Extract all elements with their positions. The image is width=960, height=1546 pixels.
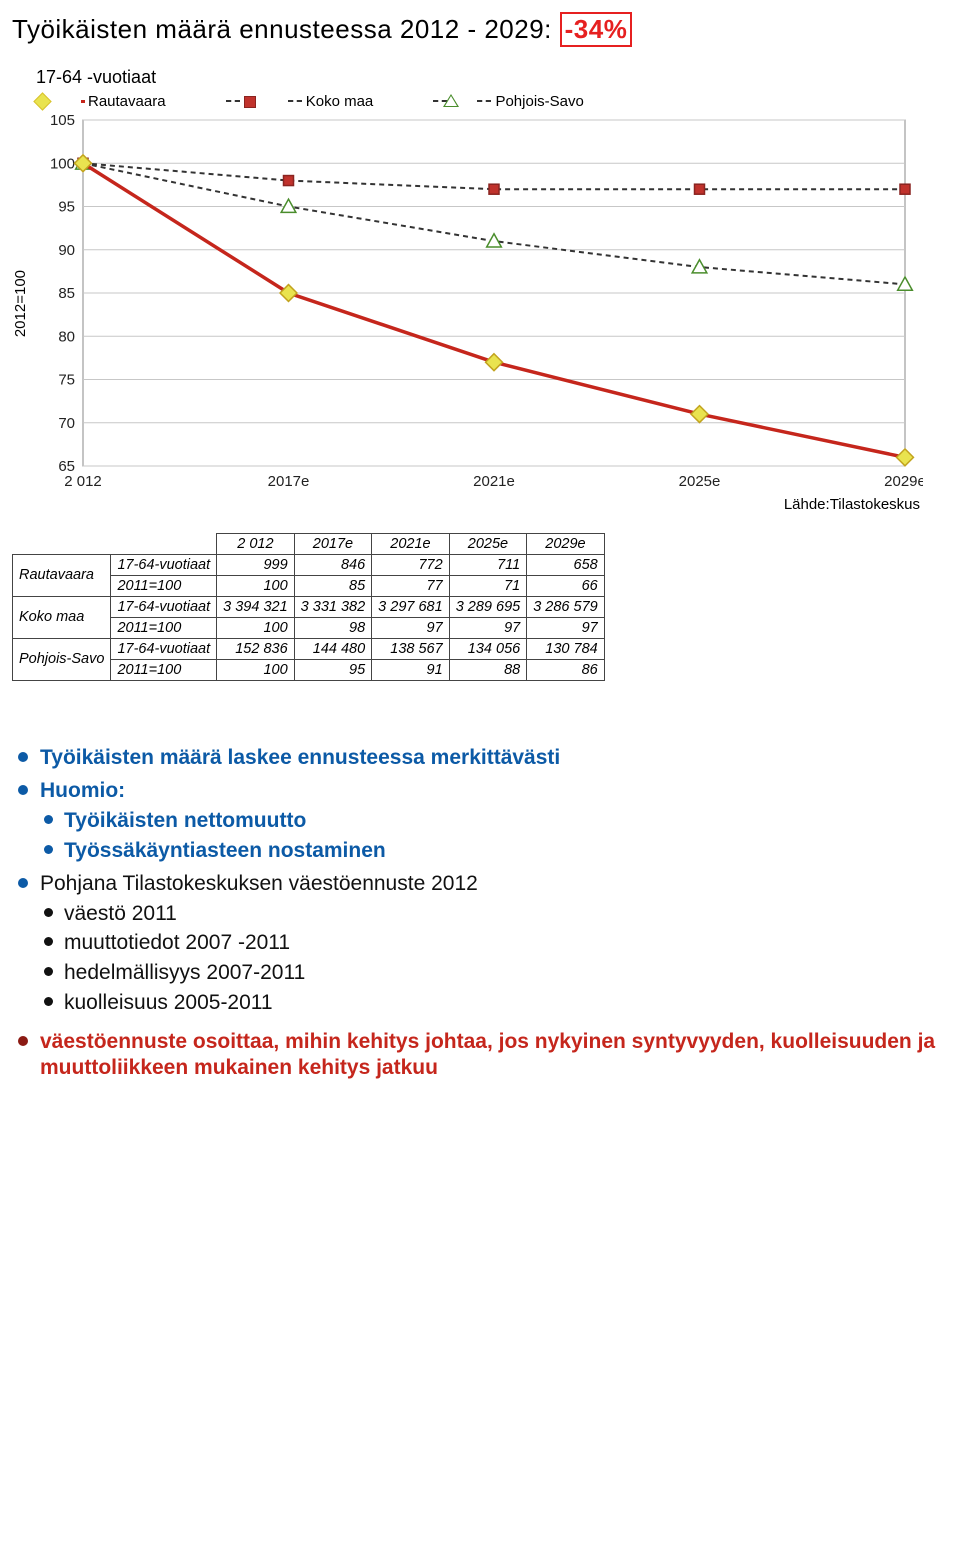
- data-table: 2 0122017e2021e2025e2029eRautavaara17-64…: [12, 533, 605, 681]
- triangle-icon: [451, 95, 463, 107]
- svg-text:2029e: 2029e: [884, 473, 923, 490]
- table-col-header: 2021e: [372, 533, 450, 554]
- svg-text:2 012: 2 012: [64, 473, 102, 490]
- table-cell: 152 836: [217, 638, 295, 659]
- svg-text:75: 75: [58, 371, 75, 388]
- table-cell: 846: [294, 554, 372, 575]
- page-title: Työikäisten määrä ennusteessa 2012 - 202…: [12, 12, 948, 47]
- chart-area: 2012=100 657075808590951001052 0122017e2…: [12, 114, 948, 494]
- table-cell: 3 289 695: [449, 596, 527, 617]
- table-cell: 95: [294, 659, 372, 680]
- svg-text:90: 90: [58, 242, 75, 259]
- lower-bullets: Työikäisten määrä laskee ennusteessa mer…: [12, 737, 948, 1089]
- data-table-wrap: 2 0122017e2021e2025e2029eRautavaara17-64…: [12, 533, 948, 681]
- legend-item-kokomaa: Koko maa: [226, 92, 402, 110]
- table-cell: 86: [527, 659, 605, 680]
- bullet-4: väestöennuste osoittaa, mihin kehitys jo…: [12, 1029, 948, 1080]
- legend-item-rautavaara: Rautavaara: [36, 92, 194, 110]
- table-row-label: 17-64-vuotiaat: [111, 554, 217, 575]
- chart-source: Lähde:Tilastokeskus: [12, 496, 948, 513]
- table-cell: 88: [449, 659, 527, 680]
- bullet-2: Huomio: Työikäisten nettomuutto Työssäkä…: [12, 778, 948, 863]
- table-cell: 772: [372, 554, 450, 575]
- svg-text:2025e: 2025e: [679, 473, 721, 490]
- svg-text:70: 70: [58, 415, 75, 432]
- table-cell: 130 784: [527, 638, 605, 659]
- table-region: Pohjois-Savo: [13, 638, 111, 680]
- line-chart: 657075808590951001052 0122017e2021e2025e…: [33, 114, 923, 494]
- svg-text:105: 105: [50, 114, 75, 129]
- table-col-header: 2 012: [217, 533, 295, 554]
- table-cell: 97: [372, 617, 450, 638]
- table-cell: 71: [449, 575, 527, 596]
- svg-text:2017e: 2017e: [268, 473, 310, 490]
- svg-text:2021e: 2021e: [473, 473, 515, 490]
- table-cell: 97: [449, 617, 527, 638]
- table-row-label: 17-64-vuotiaat: [111, 596, 217, 617]
- bullet-3-sub-2: muuttotiedot 2007 -2011: [40, 930, 948, 956]
- square-icon: [244, 93, 284, 110]
- bullet-3-sub-1: väestö 2011: [40, 901, 948, 927]
- table-cell: 711: [449, 554, 527, 575]
- legend-item-pohjoissavo: Pohjois-Savo: [433, 92, 611, 110]
- table-cell: 3 286 579: [527, 596, 605, 617]
- table-row-label: 2011=100: [111, 617, 217, 638]
- title-percent: -34%: [560, 12, 633, 47]
- chart-block: 17-64 -vuotiaat Rautavaara Koko maa Pohj…: [12, 65, 948, 521]
- table-cell: 134 056: [449, 638, 527, 659]
- diamond-icon: [36, 93, 77, 110]
- table-cell: 658: [527, 554, 605, 575]
- table-cell: 3 297 681: [372, 596, 450, 617]
- bullet-2-sub-1: Työikäisten nettomuutto: [40, 808, 948, 834]
- table-cell: 999: [217, 554, 295, 575]
- table-region: Rautavaara: [13, 554, 111, 596]
- table-cell: 100: [217, 617, 295, 638]
- table-cell: 3 331 382: [294, 596, 372, 617]
- svg-text:100: 100: [50, 155, 75, 172]
- svg-text:95: 95: [58, 198, 75, 215]
- table-col-header: 2017e: [294, 533, 372, 554]
- table-row-label: 2011=100: [111, 659, 217, 680]
- table-row-label: 2011=100: [111, 575, 217, 596]
- chart-legend: Rautavaara Koko maa Pohjois-Savo: [36, 92, 948, 110]
- table-cell: 91: [372, 659, 450, 680]
- table-cell: 77: [372, 575, 450, 596]
- table-cell: 144 480: [294, 638, 372, 659]
- table-cell: 85: [294, 575, 372, 596]
- table-cell: 98: [294, 617, 372, 638]
- svg-text:85: 85: [58, 285, 75, 302]
- table-col-header: 2029e: [527, 533, 605, 554]
- table-row-label: 17-64-vuotiaat: [111, 638, 217, 659]
- table-region: Koko maa: [13, 596, 111, 638]
- table-col-header: 2025e: [449, 533, 527, 554]
- y-axis-label: 2012=100: [12, 270, 29, 337]
- table-cell: 100: [217, 659, 295, 680]
- bullet-3: Pohjana Tilastokeskuksen väestöennuste 2…: [12, 871, 948, 1015]
- table-cell: 97: [527, 617, 605, 638]
- table-cell: 100: [217, 575, 295, 596]
- table-cell: 138 567: [372, 638, 450, 659]
- bullet-2-sub-2: Työssäkäyntiasteen nostaminen: [40, 838, 948, 864]
- title-text: Työikäisten määrä ennusteessa 2012 - 202…: [12, 14, 560, 44]
- bullet-1: Työikäisten määrä laskee ennusteessa mer…: [12, 745, 948, 771]
- bullet-3-sub-3: hedelmällisyys 2007-2011: [40, 960, 948, 986]
- chart-subtitle: 17-64 -vuotiaat: [36, 67, 948, 88]
- bullet-3-sub-4: kuolleisuus 2005-2011: [40, 990, 948, 1016]
- slide-root: Työikäisten määrä ennusteessa 2012 - 202…: [0, 0, 960, 1546]
- svg-text:80: 80: [58, 328, 75, 345]
- table-cell: 66: [527, 575, 605, 596]
- table-cell: 3 394 321: [217, 596, 295, 617]
